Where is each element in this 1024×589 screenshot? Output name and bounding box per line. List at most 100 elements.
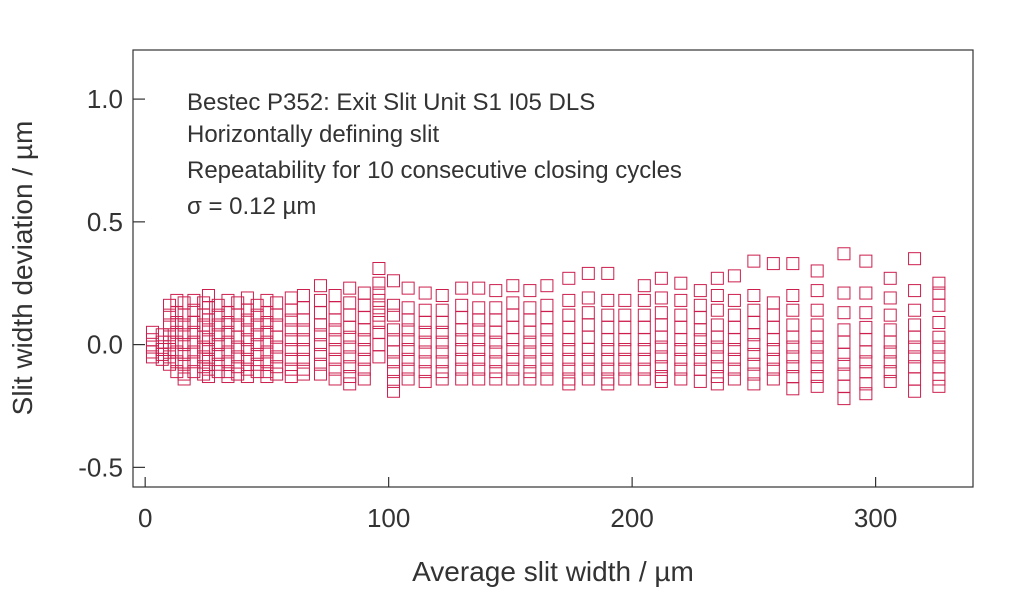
data-point	[693, 374, 707, 388]
data-point	[418, 374, 432, 388]
data-point	[387, 384, 401, 398]
data-point	[455, 281, 469, 295]
data-point	[523, 355, 537, 369]
x-tick-label: 300	[854, 503, 897, 533]
data-point	[727, 333, 741, 347]
data-point	[313, 347, 327, 361]
data-point	[489, 284, 503, 298]
data-point	[401, 343, 415, 357]
x-axis-ticks: 0 100 200 300	[138, 477, 897, 533]
data-point	[674, 343, 688, 357]
data-point	[187, 293, 201, 307]
data-point	[343, 296, 357, 310]
data-point	[601, 320, 615, 334]
x-tick-label: 0	[138, 503, 152, 533]
data-point	[693, 323, 707, 337]
data-point	[674, 352, 688, 366]
plot-frame	[132, 49, 974, 488]
data-point	[540, 333, 554, 347]
data-point	[401, 323, 415, 337]
data-point	[313, 328, 327, 342]
data-point	[747, 316, 761, 330]
data-point	[260, 335, 274, 349]
data-point	[296, 343, 310, 357]
data-point	[837, 379, 851, 393]
data-point	[810, 318, 824, 332]
data-point	[693, 343, 707, 357]
data-point	[343, 330, 357, 344]
data-point	[418, 316, 432, 330]
data-point	[618, 293, 632, 307]
data-point	[170, 306, 184, 320]
data-point	[637, 308, 651, 322]
data-point	[201, 333, 215, 347]
data-point	[489, 372, 503, 386]
data-point	[313, 367, 327, 381]
data-point	[240, 323, 254, 337]
data-point	[506, 343, 520, 357]
data-point	[201, 352, 215, 366]
data-point	[506, 320, 520, 334]
data-point	[786, 318, 800, 332]
data-point	[418, 335, 432, 349]
data-point	[187, 316, 201, 330]
data-point	[270, 308, 284, 322]
data-point	[859, 333, 873, 347]
data-point	[372, 301, 386, 315]
data-point	[506, 372, 520, 386]
data-point	[211, 338, 225, 352]
data-point	[296, 301, 310, 315]
data-point	[197, 367, 211, 381]
data-point	[343, 360, 357, 374]
data-point	[250, 347, 264, 361]
data-point	[357, 298, 371, 312]
data-point	[859, 320, 873, 334]
y-tick-label: 0.0	[87, 330, 123, 360]
data-point	[581, 352, 595, 366]
data-point	[221, 335, 235, 349]
data-point	[221, 316, 235, 330]
data-point	[693, 284, 707, 298]
data-point	[260, 325, 274, 339]
data-point	[932, 379, 946, 393]
data-point	[506, 308, 520, 322]
data-point	[357, 333, 371, 347]
data-point	[810, 340, 824, 354]
data-point	[455, 311, 469, 325]
data-point	[296, 313, 310, 327]
data-point	[435, 372, 449, 386]
data-point	[489, 335, 503, 349]
data-markers	[145, 247, 946, 406]
data-point	[540, 311, 554, 325]
data-point	[435, 365, 449, 379]
data-point	[418, 355, 432, 369]
data-point	[270, 360, 284, 374]
y-tick-label: -0.5	[78, 452, 123, 482]
data-point	[506, 352, 520, 366]
data-point	[766, 352, 780, 366]
data-point	[766, 372, 780, 386]
data-point	[710, 377, 724, 391]
data-point	[747, 377, 761, 391]
data-point	[674, 372, 688, 386]
data-point	[810, 284, 824, 298]
data-point	[240, 313, 254, 327]
data-point	[654, 306, 668, 320]
data-point	[766, 343, 780, 357]
data-point	[170, 345, 184, 359]
data-point	[883, 355, 897, 369]
data-point	[372, 338, 386, 352]
data-point	[231, 350, 245, 364]
data-point	[472, 281, 486, 295]
data-point	[810, 264, 824, 278]
data-point	[727, 293, 741, 307]
data-point	[540, 279, 554, 293]
data-point	[932, 316, 946, 330]
data-point	[401, 313, 415, 327]
data-point	[250, 338, 264, 352]
data-point	[211, 308, 225, 322]
data-point	[710, 271, 724, 285]
data-point	[693, 333, 707, 347]
data-point	[201, 343, 215, 357]
